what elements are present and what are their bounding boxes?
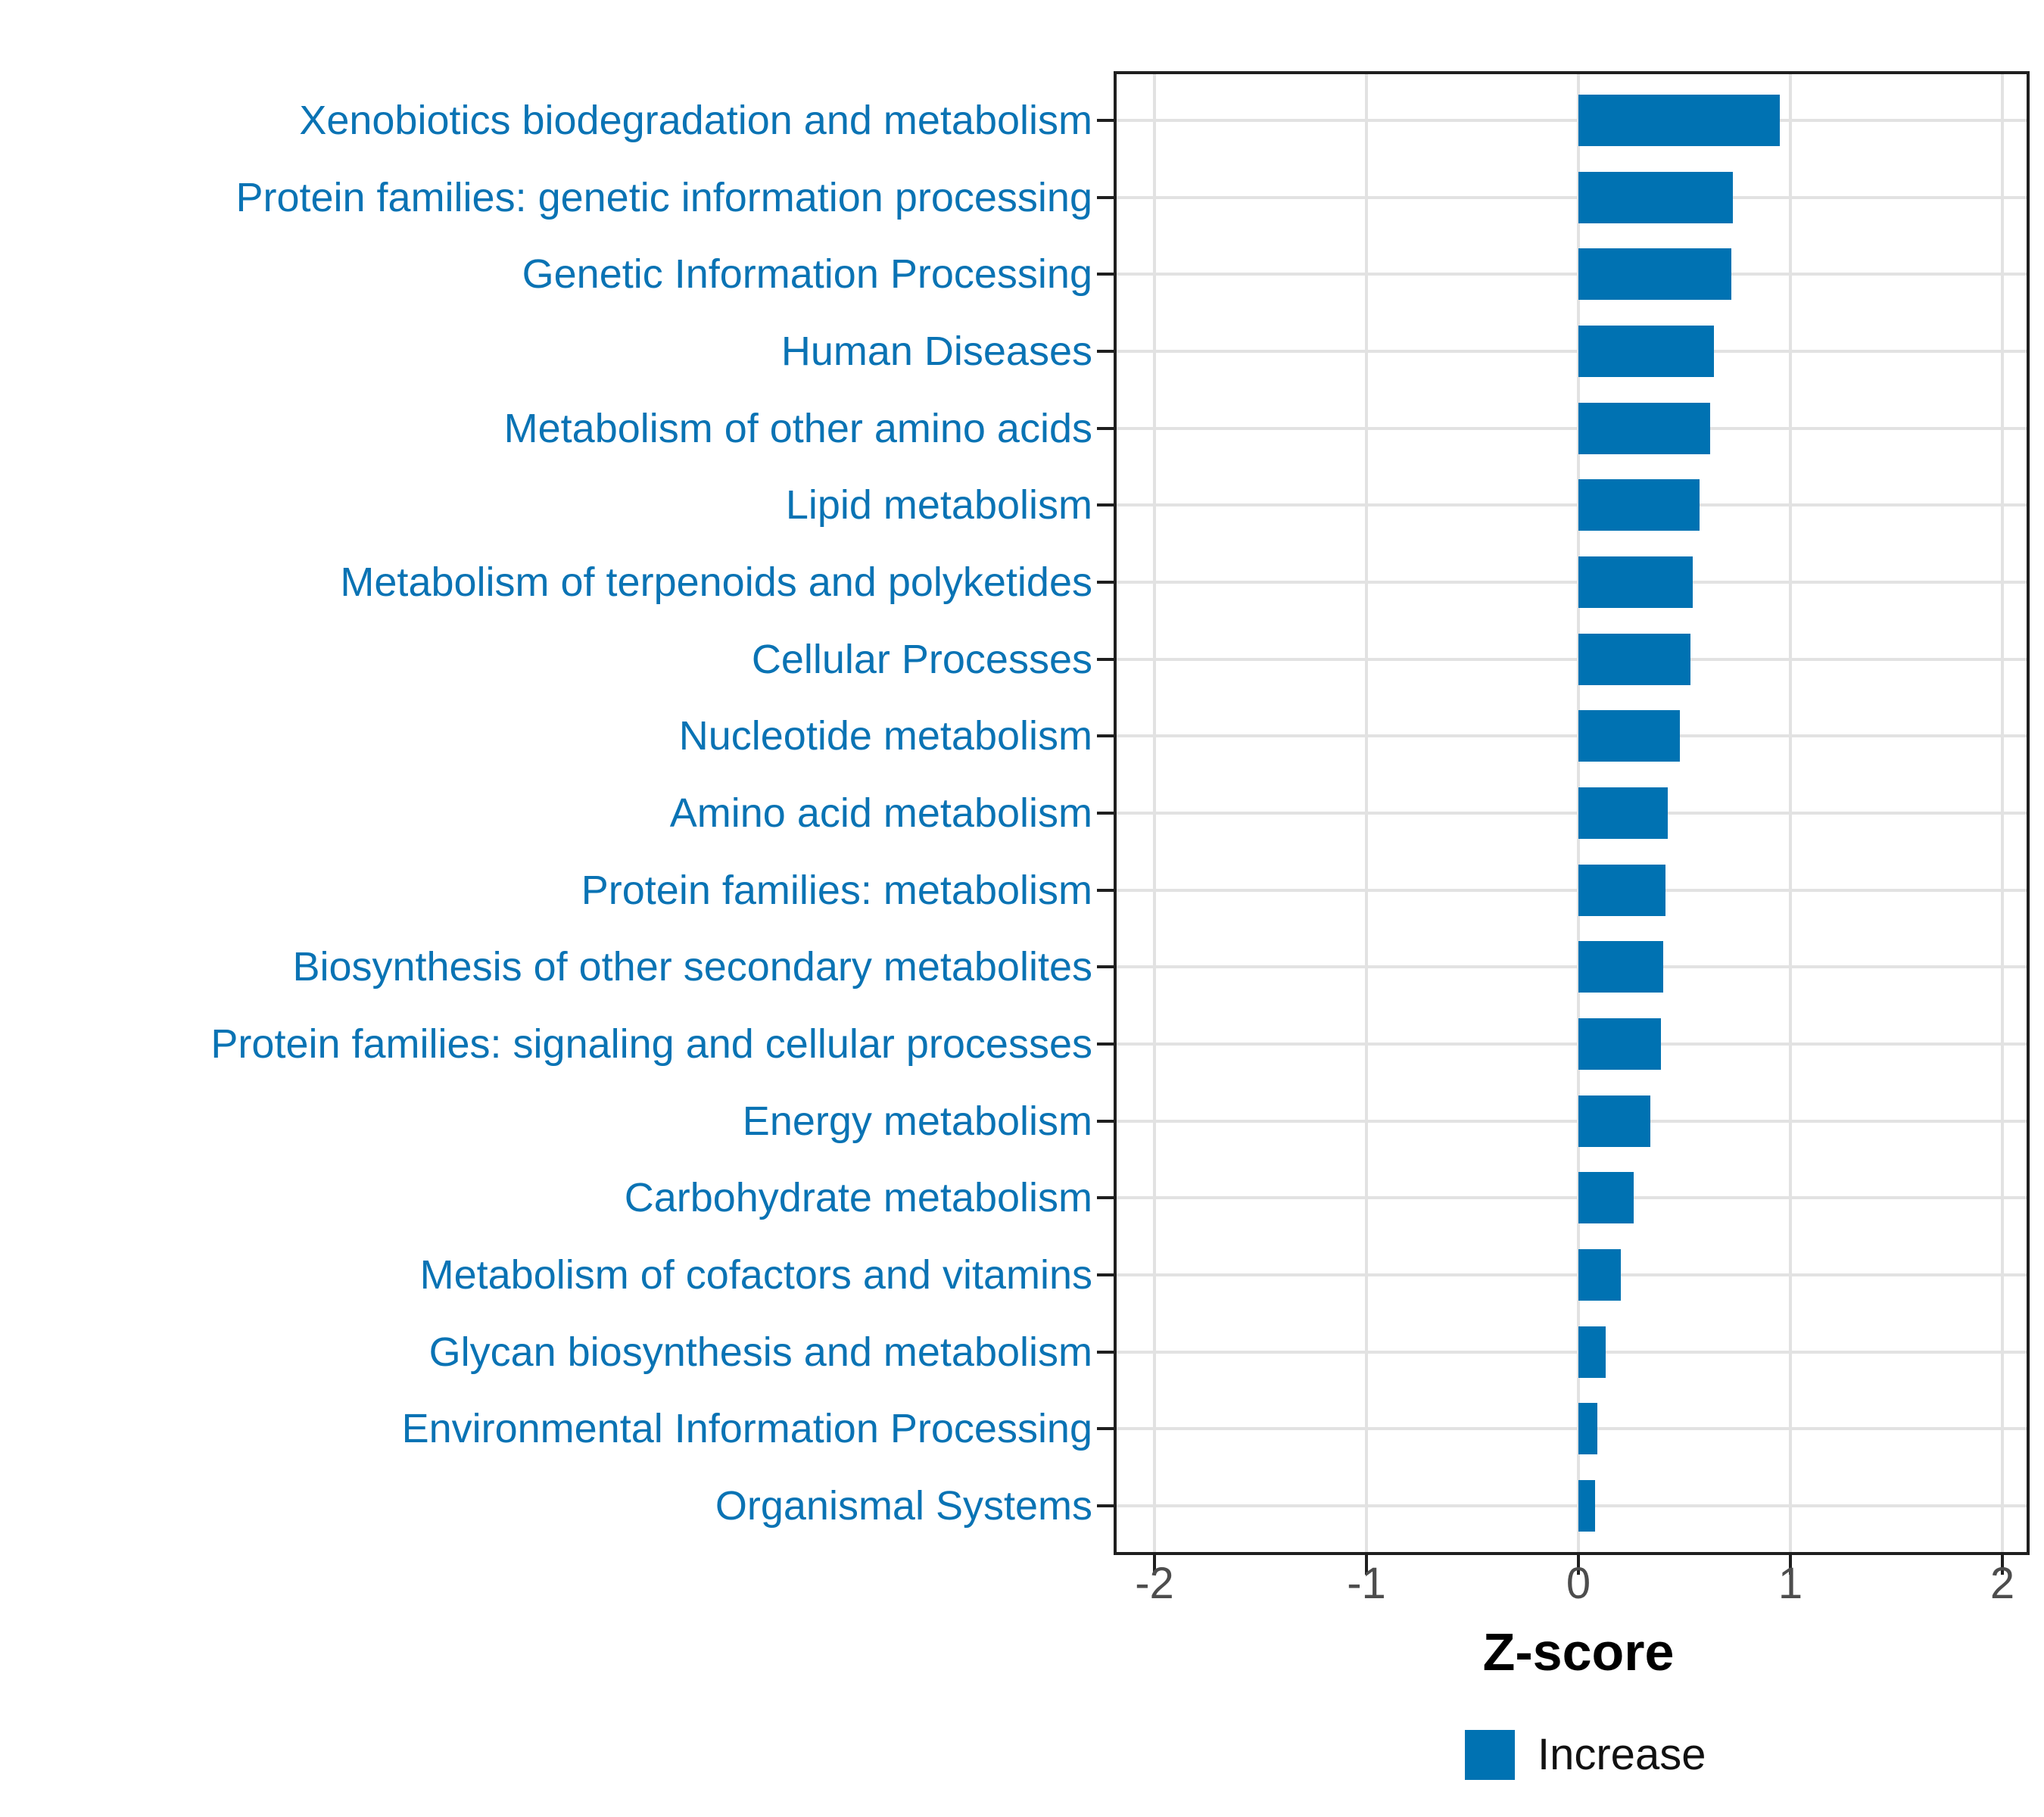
category-label: Metabolism of terpenoids and polyketides xyxy=(340,559,1092,605)
category-label: Protein families: metabolism xyxy=(581,867,1092,913)
bar-3 xyxy=(1578,248,1731,301)
x-tick-label: 0 xyxy=(1566,1559,1591,1608)
x-tick-2 xyxy=(2001,1555,2004,1575)
bar-12 xyxy=(1578,941,1663,993)
gridline-y-row-8 xyxy=(1117,657,2027,661)
gridline-y-row-17 xyxy=(1117,1350,2027,1354)
x-tick-label: 2 xyxy=(1989,1559,2015,1608)
category-label: Xenobiotics biodegradation and metabolis… xyxy=(299,98,1092,143)
y-tick-5 xyxy=(1097,426,1117,430)
legend-swatch-increase xyxy=(1465,1729,1515,1780)
category-label: Metabolism of other amino acids xyxy=(503,405,1092,451)
gridline-y-row-12 xyxy=(1117,965,2027,969)
y-tick-8 xyxy=(1097,657,1117,661)
category-label: Environmental Information Processing xyxy=(401,1406,1092,1452)
y-tick-14 xyxy=(1097,1119,1117,1123)
x-tick-label: -2 xyxy=(1135,1559,1174,1608)
gridline-y-row-5 xyxy=(1117,426,2027,430)
category-label: Amino acid metabolism xyxy=(669,790,1092,836)
category-label: Metabolism of cofactors and vitamins xyxy=(419,1252,1092,1298)
y-tick-11 xyxy=(1097,888,1117,892)
bar-9 xyxy=(1578,710,1680,762)
gridline-y-row-2 xyxy=(1117,195,2027,199)
y-tick-7 xyxy=(1097,581,1117,584)
bar-5 xyxy=(1578,402,1710,454)
bar-6 xyxy=(1578,479,1700,531)
category-label: Protein families: signaling and cellular… xyxy=(210,1021,1092,1067)
category-label: Genetic Information Processing xyxy=(522,251,1092,298)
category-label: Glycan biosynthesis and metabolism xyxy=(428,1329,1092,1375)
gridline-y-row-10 xyxy=(1117,812,2027,815)
category-label: Energy metabolism xyxy=(742,1098,1092,1144)
gridline-y-row-9 xyxy=(1117,734,2027,738)
x-tick--1 xyxy=(1365,1555,1368,1575)
x-tick-1 xyxy=(1789,1555,1792,1575)
x-tick--2 xyxy=(1153,1555,1156,1575)
category-label: Cellular Processes xyxy=(751,636,1092,682)
y-tick-13 xyxy=(1097,1043,1117,1046)
y-tick-10 xyxy=(1097,812,1117,815)
bar-19 xyxy=(1578,1480,1595,1532)
y-tick-18 xyxy=(1097,1427,1117,1431)
bar-18 xyxy=(1578,1403,1597,1455)
gridline-y-row-16 xyxy=(1117,1273,2027,1276)
bar-7 xyxy=(1578,556,1693,608)
gridline-y-row-14 xyxy=(1117,1119,2027,1123)
x-tick-label: -1 xyxy=(1347,1559,1386,1608)
gridline-y-row-13 xyxy=(1117,1043,2027,1046)
gridline-y-row-4 xyxy=(1117,350,2027,353)
y-tick-17 xyxy=(1097,1350,1117,1354)
y-tick-2 xyxy=(1097,195,1117,199)
bar-1 xyxy=(1578,95,1780,146)
bar-11 xyxy=(1578,864,1665,916)
y-tick-16 xyxy=(1097,1273,1117,1276)
gridline-y-row-7 xyxy=(1117,581,2027,584)
gridline-y-row-6 xyxy=(1117,503,2027,507)
category-label: Carbohydrate metabolism xyxy=(624,1175,1092,1221)
bar-15 xyxy=(1578,1172,1634,1224)
category-label: Biosynthesis of other secondary metaboli… xyxy=(292,944,1092,990)
x-tick-0 xyxy=(1577,1555,1580,1575)
legend-label-increase: Increase xyxy=(1538,1730,1706,1779)
category-label: Nucleotide metabolism xyxy=(678,713,1092,759)
y-tick-9 xyxy=(1097,734,1117,738)
plot-panel xyxy=(1117,74,2027,1552)
gridline-y-row-11 xyxy=(1117,888,2027,892)
category-label: Lipid metabolism xyxy=(785,482,1092,528)
y-tick-1 xyxy=(1097,119,1117,122)
category-label: Human Diseases xyxy=(781,329,1092,374)
gridline-y-row-19 xyxy=(1117,1504,2027,1507)
bar-16 xyxy=(1578,1249,1621,1301)
bar-17 xyxy=(1578,1326,1606,1378)
bar-2 xyxy=(1578,171,1733,223)
y-tick-3 xyxy=(1097,273,1117,276)
category-label: Organismal Systems xyxy=(715,1483,1092,1529)
bar-4 xyxy=(1578,326,1714,377)
y-tick-12 xyxy=(1097,965,1117,969)
bar-10 xyxy=(1578,787,1668,839)
legend: Increase xyxy=(1465,1729,1706,1780)
gridline-y-row-1 xyxy=(1117,119,2027,122)
gridline-y-row-3 xyxy=(1117,273,2027,276)
y-tick-6 xyxy=(1097,503,1117,507)
category-label: Protein families: genetic information pr… xyxy=(235,174,1092,220)
bar-8 xyxy=(1578,633,1690,685)
y-tick-4 xyxy=(1097,350,1117,353)
y-tick-15 xyxy=(1097,1196,1117,1200)
x-tick-label: 1 xyxy=(1778,1559,1803,1608)
gridline-y-row-18 xyxy=(1117,1427,2027,1431)
gridline-y-row-15 xyxy=(1117,1196,2027,1200)
y-tick-19 xyxy=(1097,1504,1117,1507)
x-axis-title: Z-score xyxy=(1482,1622,1675,1681)
bar-14 xyxy=(1578,1095,1650,1147)
bar-13 xyxy=(1578,1018,1661,1070)
